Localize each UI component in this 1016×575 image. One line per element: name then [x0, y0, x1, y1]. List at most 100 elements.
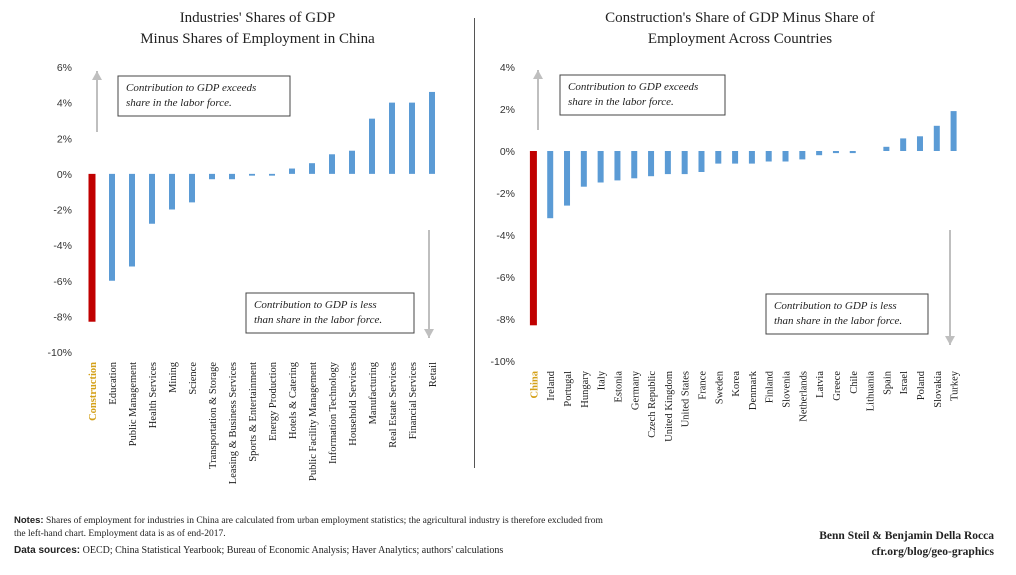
right-bar [832, 151, 839, 154]
right-annotation-bottom-box [765, 293, 929, 335]
right-category-label: Greece [832, 371, 843, 401]
left-annotation-bottom-box [245, 292, 415, 334]
right-bar [580, 151, 587, 187]
left-ytick-label: 4% [57, 98, 72, 110]
data-sources: Data sources: OECD; China Statistical Ye… [14, 545, 714, 556]
left-category-label: Public Facility Management [308, 362, 319, 481]
right-bar [664, 151, 671, 175]
left-category-label: Energy Production [268, 361, 279, 441]
left-bar [289, 168, 295, 174]
notes-label: Notes: [14, 515, 44, 526]
right-category-label: Latvia [815, 371, 826, 398]
right-bar [529, 151, 537, 326]
right-bar [883, 146, 890, 151]
right-category-label: Slovakia [933, 371, 944, 408]
right-annotation-bottom-text: than share in the labor force. [774, 315, 902, 327]
charts-canvas: 6% 4% 2% 0% -2% -4% -6% -8% -10% Contribution to … [47, 62, 961, 484]
left-category-label: Health Services [148, 362, 159, 428]
left-category-label: Real Estate Services [388, 362, 399, 448]
right-bar [597, 151, 604, 183]
left-bar [209, 173, 215, 180]
left-bar [309, 163, 315, 174]
left-category-label: Public Management [128, 362, 139, 446]
left-category-label: Information Technology [328, 361, 339, 464]
left-bar [369, 118, 375, 174]
right-bar [698, 151, 705, 172]
left-category-label: Transportation & Storage [208, 362, 219, 469]
left-bar [129, 173, 135, 267]
left-category-label: Manufacturing [368, 361, 379, 424]
right-bar [765, 151, 772, 162]
left-chart-title-line1: Industries' Shares of GDP [179, 10, 336, 26]
right-category-label: United States [681, 371, 692, 427]
left-annotation-top-text: Contribution to GDP exceeds [126, 82, 256, 94]
left-bar [229, 173, 235, 180]
right-category-label: China [529, 370, 540, 398]
right-ytick-label: 4% [500, 62, 515, 74]
right-annotation-top-box [559, 74, 726, 116]
left-annotation-top-box [117, 75, 291, 117]
right-category-label: Korea [731, 371, 742, 397]
right-category-label: Czech Republic [647, 371, 658, 438]
right-category-label: Ireland [546, 370, 557, 400]
data-sources-text: OECD; China Statistical Yearbook; Bureau… [82, 545, 504, 556]
right-bar [782, 151, 789, 162]
left-bar [189, 173, 195, 203]
left-ytick-label: 0% [57, 169, 72, 181]
right-category-label: Slovenia [782, 371, 793, 408]
left-category-label: Financial Services [408, 362, 419, 439]
left-category-label: Household Services [348, 362, 359, 446]
right-annotation-top-text: Contribution to GDP exceeds [568, 81, 698, 93]
right-category-label: Lithuania [866, 371, 877, 412]
right-category-label: Israel [899, 371, 910, 394]
right-category-label: Spain [882, 370, 893, 395]
right-bar [933, 125, 940, 151]
left-bar [249, 173, 255, 176]
left-annotation-bottom-text: than share in the labor force. [254, 314, 382, 326]
right-category-label: Estonia [613, 371, 624, 403]
right-annotation-bottom-text: Contribution to GDP is less [774, 300, 897, 312]
left-ytick-label: 6% [57, 62, 72, 74]
right-bar [799, 151, 806, 160]
left-bar [349, 150, 355, 174]
notes: Notes: Shares of employment for industri… [14, 514, 614, 541]
left-ytick-label: -2% [53, 205, 72, 217]
left-category-label: Hotels & Catering [288, 361, 299, 439]
left-ytick-label: -8% [53, 311, 72, 323]
left-bar [88, 173, 96, 322]
left-bar [109, 173, 115, 281]
credit: Benn Steil & Benjamin Della Rocca cfr.or… [819, 528, 994, 560]
right-bar [564, 151, 571, 206]
right-category-label: United Kingdom [664, 371, 675, 442]
data-sources-label: Data sources: [14, 545, 81, 556]
right-category-label: Germany [630, 370, 641, 410]
left-annotation-bottom-text: Contribution to GDP is less [254, 299, 377, 311]
left-annotation-top-text: share in the labor force. [126, 97, 232, 109]
credit-site: cfr.org/blog/geo-graphics [871, 546, 994, 558]
right-chart-title-line2: Employment Across Countries [647, 31, 833, 47]
right-category-label: France [697, 371, 708, 400]
right-category-label: Hungary [580, 370, 591, 407]
left-bar [329, 154, 335, 174]
right-ytick-label: -6% [496, 272, 515, 284]
credit-authors: Benn Steil & Benjamin Della Rocca [819, 530, 994, 542]
right-category-label: Turkey [950, 370, 961, 401]
chart-divider [474, 18, 475, 468]
left-bar [389, 102, 395, 174]
left-bar [149, 173, 155, 224]
left-bar [409, 102, 415, 174]
right-bar [748, 151, 755, 164]
right-arrow-down-head [945, 336, 955, 345]
left-chart-title-line2: Minus Shares of Employment in China [140, 31, 375, 47]
left-ytick-label: -4% [53, 240, 72, 252]
right-ytick-label: 2% [500, 104, 515, 116]
right-bar [816, 151, 823, 156]
right-category-label: Chile [849, 371, 860, 394]
right-category-label: Denmark [748, 370, 759, 410]
right-bar [900, 138, 907, 151]
left-category-label: Science [188, 362, 199, 395]
right-bar [681, 151, 688, 175]
notes-text: Shares of employment for industries in C… [14, 516, 603, 539]
left-category-label: Education [108, 361, 119, 404]
left-category-label: Construction [88, 362, 99, 421]
